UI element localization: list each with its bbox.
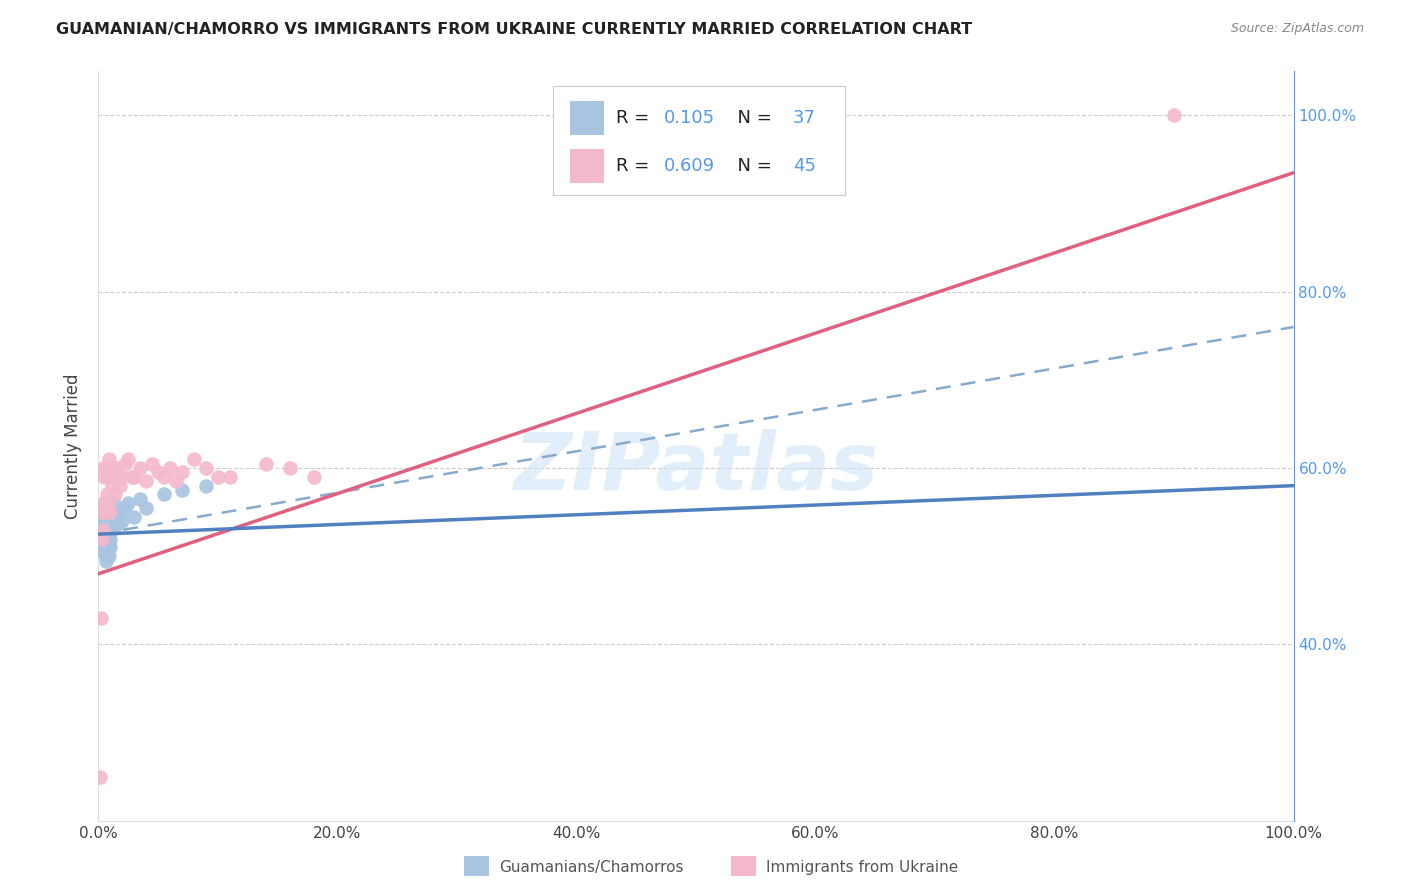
Text: Immigrants from Ukraine: Immigrants from Ukraine <box>766 860 959 874</box>
Point <box>1163 108 1185 122</box>
Point <box>104 487 127 501</box>
Point <box>278 461 301 475</box>
Point <box>129 491 152 506</box>
Point <box>94 553 117 567</box>
Point <box>93 496 115 510</box>
Point <box>135 500 157 515</box>
Point <box>207 470 229 484</box>
Point <box>129 461 152 475</box>
Point <box>90 523 112 537</box>
Point <box>101 509 124 524</box>
Point <box>254 457 277 471</box>
Point <box>117 452 139 467</box>
Point <box>219 470 242 484</box>
Point <box>100 478 122 492</box>
Text: R =: R = <box>616 157 655 175</box>
Point <box>89 527 111 541</box>
Point <box>141 457 163 471</box>
Point <box>107 514 129 528</box>
Point <box>91 509 114 524</box>
Point <box>94 532 117 546</box>
Point <box>96 545 118 559</box>
Point <box>101 461 124 475</box>
Point <box>148 466 170 480</box>
Point <box>108 478 131 492</box>
Point <box>98 461 122 475</box>
Point <box>105 461 128 475</box>
Point <box>153 487 176 501</box>
Point <box>96 487 118 501</box>
Point <box>91 505 114 519</box>
Bar <box>571 101 605 135</box>
Point <box>97 470 120 484</box>
Point <box>114 500 136 515</box>
Point <box>96 527 118 541</box>
Point <box>172 466 194 480</box>
Point <box>98 532 122 546</box>
FancyBboxPatch shape <box>553 87 845 195</box>
Text: 0.105: 0.105 <box>664 109 714 127</box>
Point <box>165 475 187 489</box>
Point <box>124 509 146 524</box>
Point <box>121 470 143 484</box>
Point <box>91 523 114 537</box>
Point <box>91 532 114 546</box>
Text: Source: ZipAtlas.com: Source: ZipAtlas.com <box>1230 22 1364 36</box>
Point <box>114 457 136 471</box>
Text: Guamanians/Chamorros: Guamanians/Chamorros <box>499 860 683 874</box>
Text: 0.609: 0.609 <box>664 157 714 175</box>
Point <box>111 514 134 528</box>
Text: N =: N = <box>725 109 778 127</box>
Point <box>94 549 117 564</box>
Point <box>135 475 157 489</box>
Point <box>100 523 122 537</box>
Point <box>91 536 114 550</box>
Point <box>103 496 125 510</box>
Point <box>111 470 134 484</box>
Point <box>124 470 146 484</box>
Point <box>159 461 181 475</box>
Point <box>96 500 118 515</box>
Point <box>91 500 114 515</box>
Point <box>91 532 114 546</box>
Text: GUAMANIAN/CHAMORRO VS IMMIGRANTS FROM UKRAINE CURRENTLY MARRIED CORRELATION CHAR: GUAMANIAN/CHAMORRO VS IMMIGRANTS FROM UK… <box>56 22 973 37</box>
Point <box>91 461 114 475</box>
Point <box>98 541 121 555</box>
Point <box>98 452 121 467</box>
Point <box>97 536 120 550</box>
Point <box>195 478 218 492</box>
Point <box>93 470 115 484</box>
Point <box>90 514 112 528</box>
Text: ZIPatlas: ZIPatlas <box>513 429 879 508</box>
Point <box>93 541 115 555</box>
Point <box>97 523 120 537</box>
Point <box>90 611 112 625</box>
Point <box>98 505 122 519</box>
Point <box>103 470 125 484</box>
Point <box>105 518 128 533</box>
Point <box>97 496 120 510</box>
Point <box>98 549 121 564</box>
Bar <box>571 149 605 183</box>
Text: 45: 45 <box>793 157 815 175</box>
Point <box>153 470 176 484</box>
Point <box>195 461 218 475</box>
Point <box>91 545 114 559</box>
Point <box>183 452 205 467</box>
Point <box>96 536 118 550</box>
Point <box>93 496 115 510</box>
Point <box>94 461 117 475</box>
Point <box>108 505 131 519</box>
Point <box>94 505 117 519</box>
Point <box>302 470 325 484</box>
Point <box>89 770 111 784</box>
Point <box>107 470 129 484</box>
Text: R =: R = <box>616 109 655 127</box>
Y-axis label: Currently Married: Currently Married <box>63 373 82 519</box>
Point <box>117 496 139 510</box>
Point <box>172 483 194 497</box>
Text: 37: 37 <box>793 109 815 127</box>
Text: N =: N = <box>725 157 778 175</box>
Point <box>98 541 122 555</box>
